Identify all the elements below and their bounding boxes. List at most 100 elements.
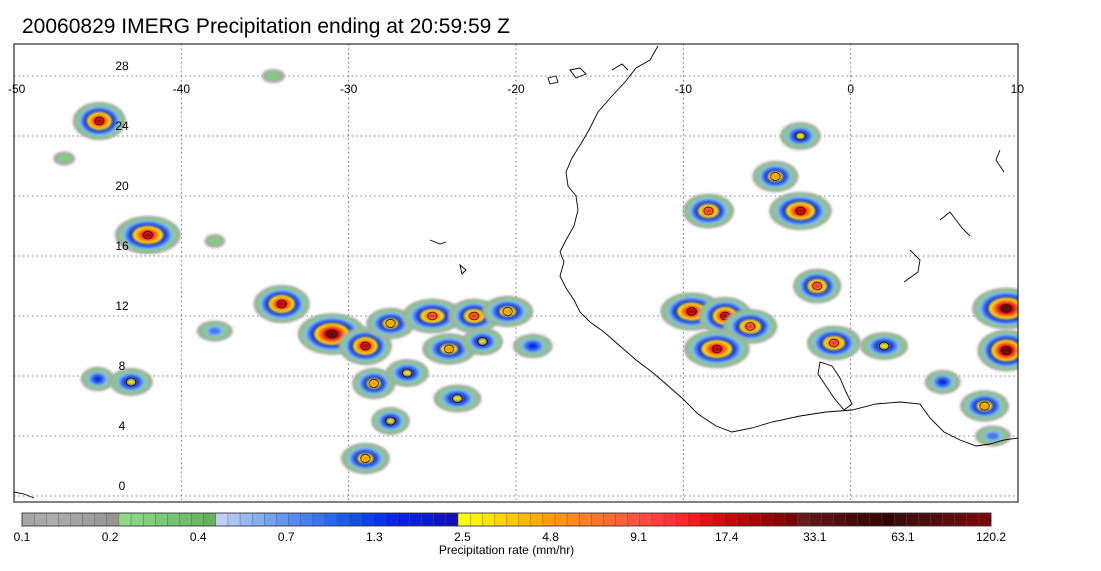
colorbar-swatch (833, 512, 847, 527)
precip-cell (340, 442, 390, 475)
colorbar-swatch (70, 512, 84, 527)
y-tick-label: 12 (115, 299, 129, 313)
precip-contour (360, 454, 371, 463)
plot-frame (13, 43, 1019, 503)
colorbar-frame (21, 512, 992, 527)
precip-level (277, 301, 286, 307)
colorbar-swatch (893, 512, 907, 527)
colorbar-tick-label: 2.5 (454, 530, 471, 544)
precip-cell (512, 333, 553, 359)
y-tick-label: 8 (119, 359, 126, 373)
colorbar-swatch (748, 512, 762, 527)
precip-level (795, 132, 805, 140)
colorbar-swatch (506, 512, 520, 527)
precip-contour (477, 337, 488, 346)
precip-cell (402, 298, 463, 334)
precip-level (745, 323, 755, 330)
precip-cell (806, 325, 862, 361)
colorbar-swatch (494, 512, 508, 527)
precip-level (452, 395, 463, 402)
precip-cell (253, 284, 310, 324)
precip-cell (80, 366, 115, 392)
precip-level (527, 342, 538, 350)
x-tick-label: -30 (340, 82, 358, 96)
colorbar-swatch (360, 512, 374, 527)
colorbar-swatch (215, 512, 229, 527)
colorbar-swatch (397, 512, 411, 527)
colorbar-swatch (227, 512, 241, 527)
precip-level (795, 208, 806, 214)
island-outline-4 (569, 67, 587, 79)
colorbar-swatch (542, 512, 556, 527)
precip-cell (960, 390, 1009, 422)
colorbar-swatch (58, 512, 71, 527)
colorbar: 0.1 0.2 0.4 0.7 1.3 2.5 4.8 9.1 17.4 33.1 63.1 120.… (14, 512, 1006, 557)
precip-cell (351, 367, 396, 400)
colorbar-swatch (530, 512, 544, 527)
precip-contour (368, 379, 379, 388)
colorbar-swatch (518, 512, 532, 527)
precip-contour (711, 344, 722, 354)
colorbar-swatch (954, 512, 968, 527)
precip-cell (682, 193, 735, 229)
precip-cell (793, 268, 842, 304)
colorbar-swatch (106, 512, 120, 527)
precip-contour (327, 329, 337, 339)
colorbar-swatch (142, 512, 156, 527)
precip-level (361, 343, 370, 349)
precip-contour (360, 341, 371, 351)
precip-contour (469, 311, 480, 321)
colorbar-swatch (615, 512, 629, 527)
island-outline-5 (611, 63, 629, 71)
colorbar-swatch (675, 512, 689, 527)
precip-contour (828, 338, 839, 348)
precip-contour (142, 230, 153, 240)
precip-cell (683, 329, 750, 369)
precip-contour (703, 206, 714, 216)
colorbar-swatch (930, 512, 944, 527)
colorbar-swatch (942, 512, 956, 527)
colorbar-swatch (554, 512, 568, 527)
precip-contour (502, 307, 513, 316)
west-africa-coastline (559, 45, 1018, 447)
precip-contour (94, 116, 105, 126)
precip-level (142, 232, 153, 238)
colorbar-swatch (300, 512, 314, 527)
colorbar-swatch (651, 512, 665, 527)
precip-contour (276, 299, 287, 309)
lake-outline (817, 361, 853, 411)
precip-cell (769, 191, 832, 231)
y-tick-label: 4 (119, 419, 126, 433)
precip-cell (109, 368, 153, 396)
precip-cell (860, 332, 909, 360)
colorbar-swatch (276, 512, 289, 527)
colorbar-swatch (21, 512, 35, 527)
precip-level (402, 369, 412, 377)
colorbar-swatch (797, 512, 810, 527)
precip-cell (924, 369, 961, 395)
precip-level (266, 71, 281, 81)
precip-contour (385, 319, 396, 328)
colorbar-swatch (94, 512, 108, 527)
colorbar-swatch (918, 512, 931, 527)
precip-cell (338, 326, 392, 366)
x-tick-label: 10 (1011, 82, 1025, 96)
colorbar-swatch (118, 512, 132, 527)
precip-level (360, 455, 371, 462)
island-outline-1 (429, 239, 447, 245)
colorbar-tick-label: 63.1 (891, 530, 915, 544)
precip-cell (698, 296, 752, 336)
y-tick-label: 20 (115, 179, 129, 193)
colorbar-swatch (857, 512, 871, 527)
precip-contour (444, 344, 455, 354)
precip-contour (385, 416, 396, 426)
precip-level (878, 342, 890, 350)
precip-contour (125, 377, 137, 387)
map-title: 20060829 IMERG Precipitation ending at 2… (22, 15, 510, 38)
precip-contour (795, 206, 806, 216)
precip-cell (779, 122, 822, 150)
precip-level (770, 173, 780, 180)
precip-level (427, 313, 438, 319)
coastline (14, 45, 1018, 499)
